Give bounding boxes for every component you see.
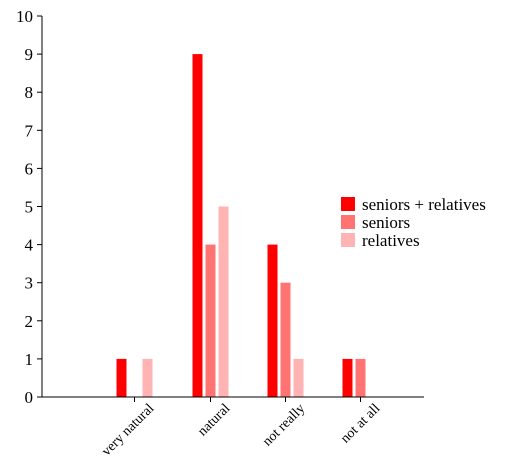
y-axis: 0 1 2 3 4 5 6 7 8 9 10 (16, 7, 43, 407)
bars-group (116, 54, 366, 397)
y-tick-label: 6 (25, 159, 34, 178)
bar-relatives-natural (218, 206, 229, 397)
x-tick-label: not at all (338, 401, 383, 446)
y-tick-label: 4 (25, 236, 34, 255)
x-tick-label: very natural (99, 401, 157, 459)
bar-seniors-relatives-natural (192, 54, 203, 397)
y-tick-label: 9 (25, 45, 34, 64)
y-tick-label: 3 (25, 274, 34, 293)
y-tick-label: 10 (16, 7, 33, 26)
legend-swatch (341, 233, 355, 247)
bar-seniors-relatives-not-really (267, 244, 278, 397)
legend-swatch (341, 197, 355, 211)
x-axis: very natural natural not really not at all (42, 396, 424, 459)
legend-label: seniors + relatives (362, 195, 486, 214)
bar-seniors-not-really (280, 282, 291, 397)
x-tick-label: natural (195, 401, 233, 439)
bar-seniors-not-at-all (355, 358, 366, 397)
legend-swatch (341, 215, 355, 229)
bar-relatives-very-natural (142, 358, 153, 397)
y-tick-label: 7 (25, 121, 34, 140)
legend-label: seniors (362, 213, 410, 232)
y-tick-label: 2 (25, 312, 34, 331)
bar-relatives-not-really (293, 358, 304, 397)
bar-seniors-natural (205, 244, 216, 397)
y-tick-label: 1 (25, 350, 34, 369)
x-tick-label: not really (260, 401, 308, 449)
bar-seniors-relatives-very-natural (116, 358, 127, 397)
y-tick-label: 8 (25, 83, 34, 102)
y-tick-label: 0 (25, 388, 34, 407)
y-tick-label: 5 (25, 198, 34, 217)
legend-label: relatives (362, 231, 420, 250)
bar-seniors-relatives-not-at-all (342, 358, 353, 397)
